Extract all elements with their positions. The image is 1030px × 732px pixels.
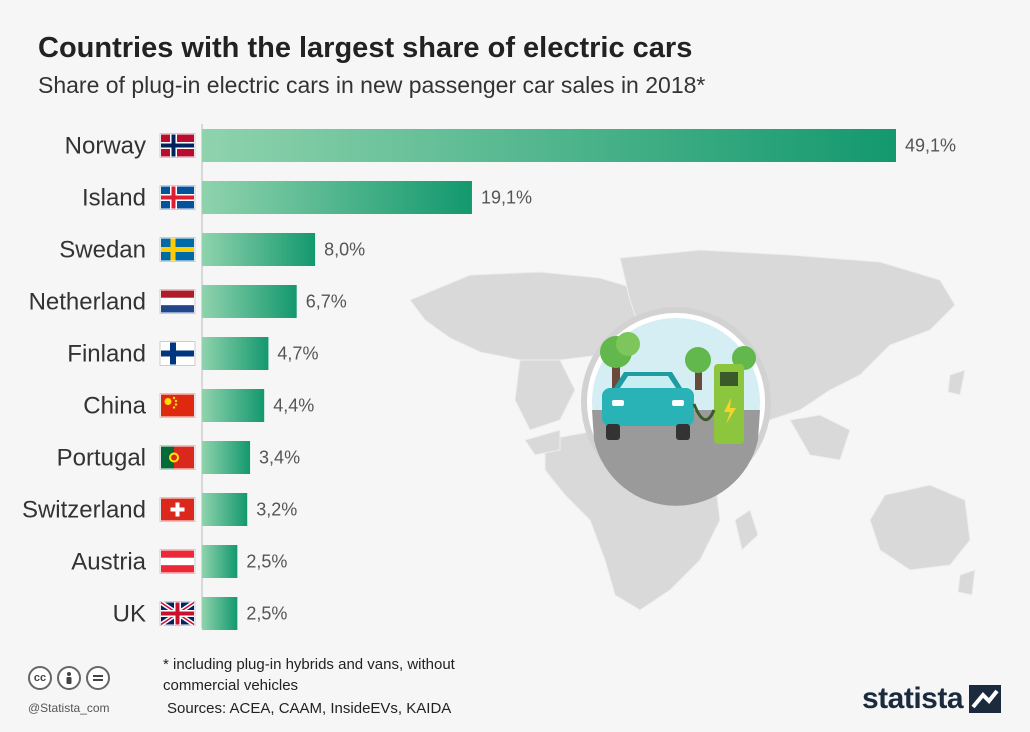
- category-label: China: [83, 393, 146, 420]
- value-label: 2,5%: [246, 552, 287, 572]
- brand-name: statista: [862, 682, 964, 715]
- netherlands-flag-icon: [159, 289, 196, 314]
- sweden-flag-icon: [159, 237, 196, 262]
- bar[interactable]: [202, 337, 269, 370]
- bar[interactable]: [202, 285, 297, 318]
- category-label: Island: [82, 185, 146, 212]
- ev-charging-illustration: [581, 307, 771, 506]
- statista-logo[interactable]: statista: [862, 682, 1002, 716]
- value-label: 8,0%: [324, 240, 365, 260]
- category-label: Netherland: [29, 289, 146, 316]
- value-label: 4,7%: [277, 344, 318, 364]
- value-label: 4,4%: [273, 396, 314, 416]
- category-label: Finland: [67, 341, 146, 368]
- sources-note: Sources: ACEA, CAAM, InsideEVs, KAIDA: [167, 700, 452, 717]
- category-label: UK: [113, 601, 146, 628]
- portugal-flag-icon: [159, 445, 196, 470]
- category-label: Switzerland: [22, 497, 146, 524]
- statista-handle: @Statista_com: [28, 701, 110, 715]
- value-label: 6,7%: [306, 292, 347, 312]
- chart-title: Countries with the largest share of elec…: [38, 32, 693, 64]
- norway-flag-icon: [159, 133, 196, 158]
- bar[interactable]: [202, 493, 248, 526]
- austria-flag-icon: [159, 549, 196, 574]
- creative-commons-badges: cc: [28, 666, 110, 690]
- bar[interactable]: [202, 233, 316, 266]
- statista-logo-icon: [969, 685, 1002, 713]
- bar[interactable]: [202, 389, 265, 422]
- bar[interactable]: [202, 441, 251, 474]
- switzerland-flag-icon: [159, 497, 196, 522]
- value-label: 3,2%: [256, 500, 297, 520]
- category-label: Austria: [71, 549, 146, 576]
- cc-icon: cc: [28, 666, 52, 690]
- attribution-icon: [57, 666, 81, 690]
- bar[interactable]: [202, 545, 238, 578]
- bar[interactable]: [202, 129, 896, 162]
- uk-flag-icon: [159, 600, 196, 627]
- category-label: Norway: [65, 133, 146, 160]
- finland-flag-icon: [159, 341, 196, 366]
- no-derivatives-icon: [86, 666, 110, 690]
- category-label: Swedan: [59, 237, 146, 264]
- iceland-flag-icon: [159, 185, 196, 210]
- category-label: Portugal: [57, 445, 146, 472]
- value-label: 2,5%: [246, 604, 287, 624]
- value-label: 3,4%: [259, 448, 300, 468]
- china-flag-icon: [159, 393, 196, 418]
- value-label: 49,1%: [905, 136, 956, 156]
- value-label: 19,1%: [481, 188, 532, 208]
- chart-subtitle: Share of plug-in electric cars in new pa…: [38, 72, 706, 98]
- bar[interactable]: [202, 597, 238, 630]
- footnote: * including plug-in hybrids and vans, wi…: [163, 656, 455, 694]
- bar[interactable]: [202, 181, 472, 214]
